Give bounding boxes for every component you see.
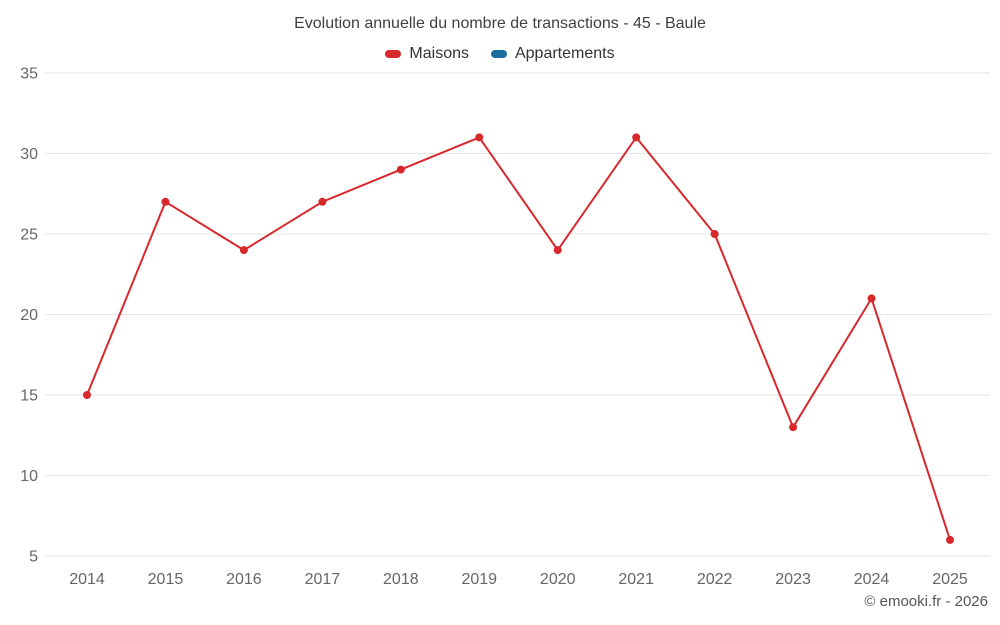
data-point-maisons-2023[interactable] <box>789 423 798 432</box>
x-axis-tick-label: 2022 <box>697 571 733 588</box>
data-point-maisons-2017[interactable] <box>318 197 327 206</box>
x-axis-tick-label: 2023 <box>775 571 811 588</box>
x-axis-tick-label: 2025 <box>932 571 968 588</box>
series-line-maisons <box>86 136 951 541</box>
x-axis-tick-label: 2018 <box>383 571 419 588</box>
data-point-maisons-2022[interactable] <box>710 230 719 238</box>
data-point-maisons-2020[interactable] <box>553 246 562 255</box>
copyright-credit: © emooki.fr - 2026 <box>864 593 988 610</box>
legend-label-appartements: Appartements <box>514 45 615 62</box>
legend-item-maisons[interactable]: Maisons <box>385 45 469 63</box>
data-point-maisons-2014[interactable] <box>83 391 91 399</box>
x-axis-tick-label: 2015 <box>148 571 184 588</box>
x-axis-tick-label: 2014 <box>69 571 105 588</box>
data-point-maisons-2024[interactable] <box>867 294 876 303</box>
data-point-maisons-2019[interactable] <box>475 133 484 142</box>
y-axis-tick-label: 10 <box>20 468 38 485</box>
chart-title: Evolution annuelle du nombre de transact… <box>294 15 706 32</box>
y-axis-tick-label: 35 <box>20 66 38 83</box>
data-point-maisons-2025[interactable] <box>946 535 954 544</box>
x-axis-tick-label: 2020 <box>540 571 576 588</box>
legend-swatch-appartements-icon <box>490 50 507 58</box>
data-point-maisons-2015[interactable] <box>161 197 170 206</box>
legend: Maisons Appartements <box>0 45 1000 63</box>
legend-swatch-maisons-icon <box>385 50 402 58</box>
data-point-maisons-2018[interactable] <box>396 165 405 174</box>
y-axis-tick-label: 20 <box>20 307 38 324</box>
data-point-maisons-2016[interactable] <box>239 246 248 255</box>
legend-item-appartements[interactable]: Appartements <box>490 45 615 63</box>
x-axis-tick-label: 2024 <box>854 571 890 588</box>
x-axis-tick-label: 2016 <box>226 571 262 588</box>
x-axis-tick-label: 2021 <box>618 571 654 588</box>
y-axis-tick-label: 30 <box>20 146 38 163</box>
y-axis-tick-label: 25 <box>20 227 38 244</box>
legend-label-maisons: Maisons <box>409 45 469 62</box>
y-axis-tick-label: 5 <box>29 549 38 566</box>
x-axis-tick-label: 2017 <box>305 571 341 588</box>
y-axis-tick-label: 15 <box>20 388 38 405</box>
data-point-maisons-2021[interactable] <box>632 133 641 142</box>
x-axis-tick-label: 2019 <box>461 571 497 588</box>
